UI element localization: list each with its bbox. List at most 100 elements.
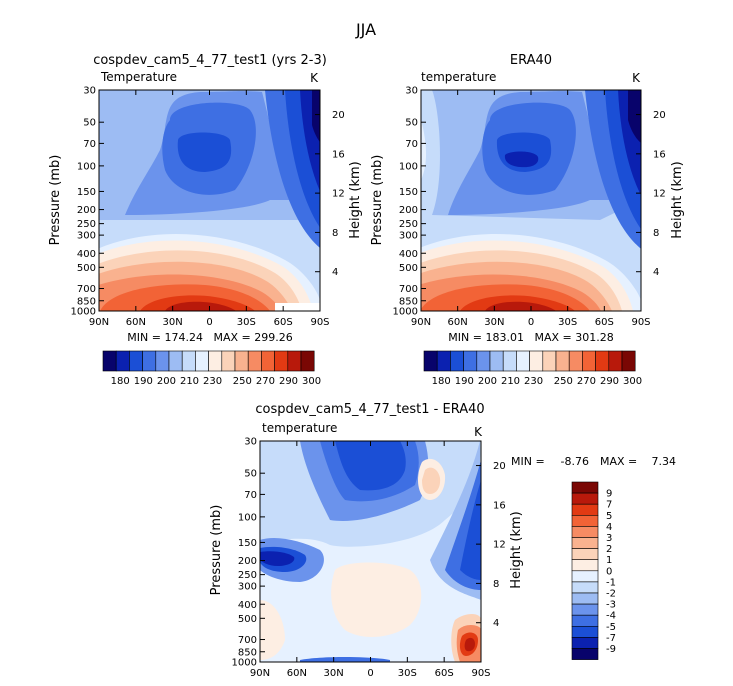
- missing-data-region: [275, 303, 320, 311]
- colorbar-label: 4: [606, 522, 612, 533]
- x-tick-label: 60N: [126, 317, 146, 328]
- y-tick-label: 850: [238, 647, 257, 658]
- colorbar-swatch: [155, 350, 170, 372]
- contour-fill: [504, 151, 539, 168]
- panel-1-title: cospdev_cam5_4_77_test1 (yrs 2-3): [93, 53, 327, 68]
- colorbar-swatch: [571, 648, 599, 660]
- y-tick-label: 30: [83, 86, 96, 97]
- contour-fill: [485, 301, 556, 311]
- y-tick-label: 1000: [71, 307, 96, 318]
- y-tick-label: 70: [244, 490, 257, 501]
- colorbar-label: 0: [606, 566, 612, 577]
- colorbar-label: -1: [606, 577, 616, 588]
- colorbar-label: 290: [279, 376, 298, 387]
- y-tick-label: 150: [399, 187, 418, 198]
- y-tick-label: 250: [399, 219, 418, 230]
- x-tick-label: 90S: [310, 317, 329, 328]
- colorbar-swatch: [571, 625, 599, 638]
- y-tick-label: 70: [405, 139, 418, 150]
- y-tick-label: 400: [77, 249, 96, 260]
- panel-2-plot-area: [421, 90, 641, 311]
- panel-1-minmax: MIN = 174.24 MAX = 299.26: [127, 331, 292, 344]
- y-tick-label: 500: [399, 263, 418, 274]
- x-tick-label: 90N: [250, 668, 270, 679]
- panel-model: cospdev_cam5_4_77_test1 (yrs 2-3) Temper…: [48, 53, 363, 387]
- x-tick-label: 0: [206, 317, 212, 328]
- colorbar-swatch: [221, 350, 236, 372]
- panel-3-ylabel: Pressure (mb): [209, 505, 224, 596]
- x-tick-label: 60S: [274, 317, 293, 328]
- panel-2-colorbar: 180 190 200 210 230 250 270 290 300: [423, 350, 642, 387]
- contour-fill: [628, 90, 641, 143]
- x-tick-label: 30S: [558, 317, 577, 328]
- colorbar-swatch: [423, 350, 438, 372]
- colorbar-label: -2: [606, 589, 616, 600]
- panel-3-plot-area: [260, 441, 481, 662]
- y-tick-label: 200: [77, 205, 96, 216]
- colorbar-label: 290: [600, 376, 619, 387]
- contour-fill: [421, 90, 427, 180]
- colorbar-label: 270: [577, 376, 596, 387]
- colorbar-swatch: [450, 350, 464, 372]
- contour-fill: [260, 551, 295, 566]
- panel-1-colorbar: 180 190 200 210 230 250 270 290 300: [102, 350, 321, 387]
- contour-fill: [422, 467, 441, 494]
- x-tick-label: 60S: [435, 668, 454, 679]
- y-tick-label: 250: [238, 570, 257, 581]
- panel-1-subtitle: Temperature: [100, 70, 177, 84]
- y2-tick-label: 12: [493, 540, 506, 551]
- colorbar-swatch: [571, 614, 599, 627]
- colorbar-label: 230: [524, 376, 543, 387]
- colorbar-swatch: [595, 350, 610, 372]
- colorbar-swatch: [115, 350, 130, 372]
- colorbar-swatch: [502, 350, 517, 372]
- y-tick-label: 500: [77, 263, 96, 274]
- panel-3-y2label: Height (km): [509, 511, 524, 588]
- panel-1-ylabel: Pressure (mb): [48, 155, 63, 246]
- x-tick-label: 0: [367, 668, 373, 679]
- panel-1-units: K: [310, 71, 319, 85]
- colorbar-swatch: [568, 350, 583, 372]
- panel-3-min-label: MIN =: [511, 455, 545, 468]
- colorbar-swatch: [571, 481, 599, 494]
- colorbar-swatch: [247, 350, 262, 372]
- colorbar-swatch: [463, 350, 478, 372]
- y-tick-label: 30: [405, 86, 418, 97]
- y2-tick-label: 12: [653, 189, 666, 200]
- colorbar-label: -7: [606, 633, 616, 644]
- colorbar-swatch: [608, 350, 623, 372]
- colorbar-swatch: [571, 492, 599, 505]
- y-tick-label: 1000: [232, 658, 257, 669]
- panel-2-subtitle: temperature: [421, 70, 496, 84]
- y-tick-label: 850: [77, 296, 96, 307]
- colorbar-swatch: [571, 559, 599, 572]
- colorbar-swatch: [571, 570, 599, 583]
- colorbar-swatch: [529, 350, 544, 372]
- panel-3-min-value: -8.76: [561, 455, 589, 468]
- colorbar-swatch: [168, 350, 183, 372]
- colorbar-label: -9: [606, 644, 616, 655]
- y-tick-label: 100: [77, 161, 96, 172]
- y2-tick-label: 4: [493, 618, 499, 629]
- x-tick-label: 30N: [324, 668, 344, 679]
- panel-2-ylabel: Pressure (mb): [370, 155, 385, 246]
- panel-2-title: ERA40: [510, 53, 552, 68]
- colorbar-swatch: [300, 350, 315, 372]
- x-tick-label: 90N: [89, 317, 109, 328]
- colorbar-swatch: [102, 350, 117, 372]
- colorbar-label: 3: [606, 533, 612, 544]
- y-tick-label: 1000: [393, 307, 418, 318]
- contour-fill: [464, 637, 475, 652]
- colorbar-swatch: [571, 581, 599, 594]
- contour-fill: [335, 441, 406, 491]
- colorbar-swatch: [571, 526, 599, 538]
- y-tick-label: 200: [399, 205, 418, 216]
- x-tick-label: 60N: [287, 668, 307, 679]
- colorbar-label: 180: [111, 376, 130, 387]
- colorbar-label: 7: [606, 500, 612, 511]
- y2-tick-label: 16: [653, 149, 666, 160]
- colorbar-swatch: [571, 537, 599, 549]
- y-tick-label: 250: [77, 219, 96, 230]
- y-tick-label: 100: [238, 512, 257, 523]
